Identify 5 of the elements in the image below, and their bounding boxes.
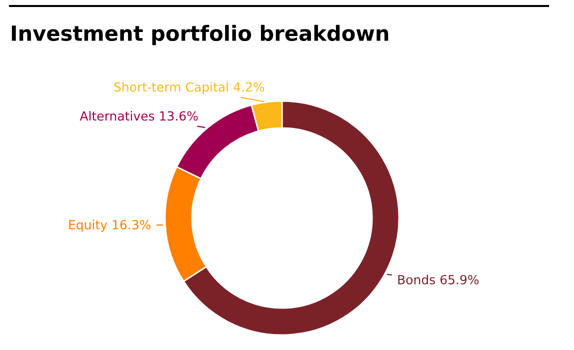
chart-title: Investment portfolio breakdown	[12, 24, 388, 46]
slice-label: Equity 16.3%	[69, 220, 151, 232]
slice-label: Alternatives 13.6%	[80, 110, 198, 121]
slice-label: Bonds 65.9%	[398, 274, 479, 284]
slice-label: Short-term Capital 4.2%	[114, 82, 264, 94]
